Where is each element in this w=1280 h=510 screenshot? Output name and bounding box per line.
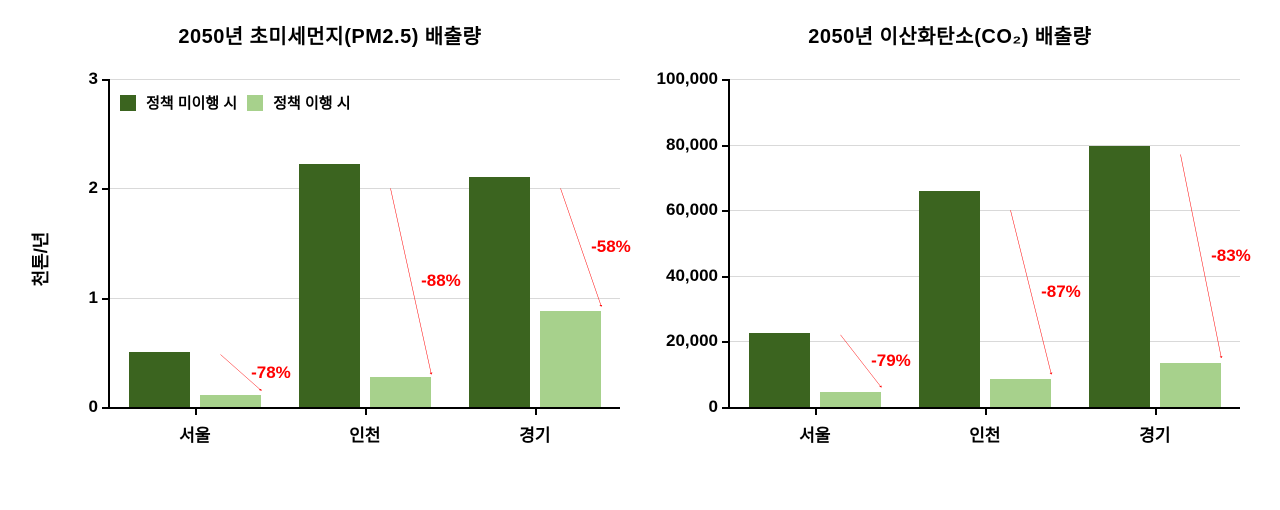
- reduction-label: -58%: [591, 237, 631, 257]
- bar: [1160, 363, 1221, 407]
- gridline: [730, 276, 1240, 277]
- y-tick-label: 80,000: [666, 135, 730, 155]
- bar: [370, 377, 431, 407]
- legend-swatch: [120, 95, 136, 111]
- gridline: [110, 188, 620, 189]
- reduction-label: -88%: [421, 271, 461, 291]
- plot-area: 020,00040,00060,00080,000100,000서울인천경기-7…: [728, 79, 1240, 409]
- x-category-label: 경기: [519, 407, 550, 446]
- x-category-label: 서울: [799, 407, 830, 446]
- reduction-label: -87%: [1041, 282, 1081, 302]
- y-tick-label: 20,000: [666, 331, 730, 351]
- gridline: [730, 79, 1240, 80]
- bar: [749, 333, 810, 407]
- chart-title: 2050년 이산화탄소(CO₂) 배출량: [650, 20, 1250, 49]
- y-tick-label: 2: [89, 178, 110, 198]
- legend-swatch: [247, 95, 263, 111]
- chart-title: 2050년 초미세먼지(PM2.5) 배출량: [30, 20, 630, 49]
- y-tick-label: 1: [89, 288, 110, 308]
- y-tick-label: 100,000: [657, 69, 730, 89]
- legend: 정책 미이행 시 정책 이행 시: [120, 92, 350, 113]
- x-category-label: 경기: [1139, 407, 1170, 446]
- y-tick-label: 60,000: [666, 200, 730, 220]
- chart-panel-co2: 2050년 이산화탄소(CO₂) 배출량 0 20,000 40,000 60,000…: [650, 20, 1250, 480]
- plot-wrap: 천톤/년 0 1 2 3 서울 인천 경기 정책 미이행 시 정책 이행 시 -78% -88% -5…: [30, 59, 630, 459]
- bar: [990, 379, 1051, 407]
- bar: [820, 392, 881, 407]
- bar: [540, 311, 601, 407]
- plot-wrap: 0 20,000 40,000 60,000 80,000 100,000 서울 인천 경기 -7…: [650, 59, 1250, 459]
- plot-area: 0123서울인천경기정책 미이행 시정책 이행 시-78%-88%-58%: [108, 79, 620, 409]
- y-tick-label: 0: [709, 397, 730, 417]
- chart-panel-pm25: 2050년 초미세먼지(PM2.5) 배출량 천톤/년 0 1 2 3 서울 인천 경기 정책…: [30, 20, 630, 480]
- y-tick-label: 40,000: [666, 266, 730, 286]
- bar: [469, 177, 530, 407]
- legend-label: 정책 이행 시: [273, 92, 350, 113]
- bar: [200, 395, 261, 407]
- y-tick-label: 0: [89, 397, 110, 417]
- bar: [129, 352, 190, 407]
- legend-label: 정책 미이행 시: [146, 92, 237, 113]
- reduction-label: -79%: [871, 351, 911, 371]
- bar: [1089, 146, 1150, 407]
- bar: [919, 191, 980, 407]
- bar: [299, 164, 360, 407]
- gridline: [110, 79, 620, 80]
- reduction-label: -78%: [251, 363, 291, 383]
- y-axis-label: 천톤/년: [27, 232, 53, 287]
- x-category-label: 인천: [349, 407, 380, 446]
- gridline: [730, 210, 1240, 211]
- gridline: [110, 298, 620, 299]
- page: 2050년 초미세먼지(PM2.5) 배출량 천톤/년 0 1 2 3 서울 인천 경기 정책…: [0, 0, 1280, 510]
- gridline: [730, 145, 1240, 146]
- reduction-label: -83%: [1211, 246, 1251, 266]
- x-category-label: 인천: [969, 407, 1000, 446]
- y-tick-label: 3: [89, 69, 110, 89]
- x-category-label: 서울: [179, 407, 210, 446]
